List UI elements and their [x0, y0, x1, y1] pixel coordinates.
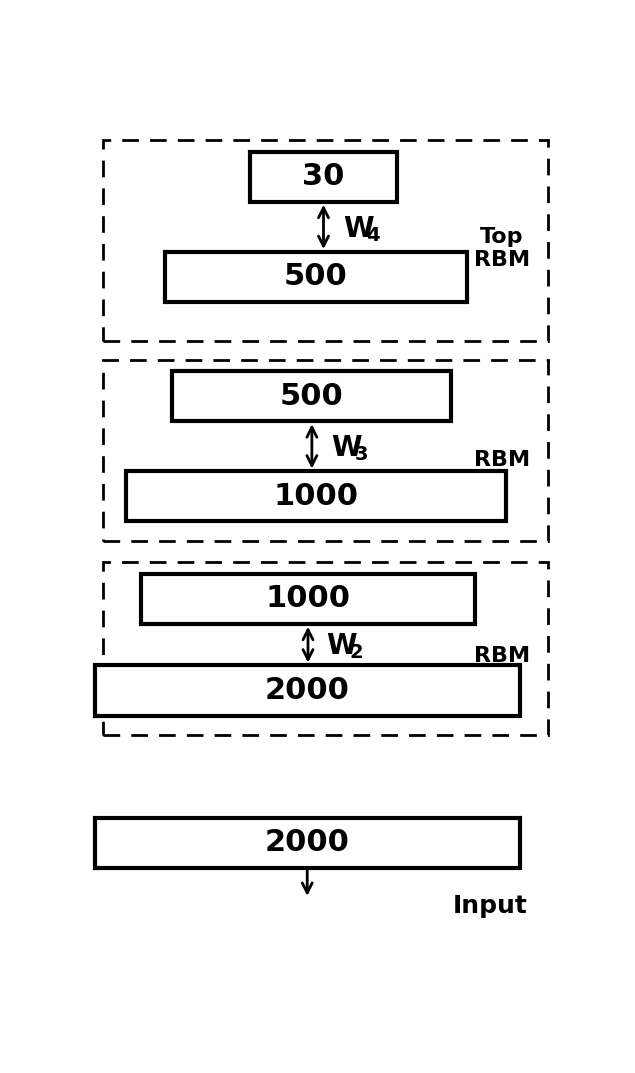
Bar: [103, 359, 548, 541]
Text: 500: 500: [284, 263, 347, 292]
Bar: [172, 371, 451, 422]
Text: 3: 3: [355, 445, 368, 465]
Text: 4: 4: [366, 226, 380, 245]
Text: 1000: 1000: [273, 482, 358, 511]
Bar: [103, 141, 548, 340]
Text: 2: 2: [349, 644, 363, 662]
Text: RBM: RBM: [474, 646, 530, 666]
Bar: [126, 471, 505, 521]
Bar: [103, 561, 548, 735]
Text: 2000: 2000: [265, 828, 350, 857]
Bar: [95, 665, 519, 716]
Text: W: W: [331, 435, 362, 462]
Text: W: W: [343, 215, 373, 242]
Bar: [142, 574, 474, 623]
Bar: [95, 818, 519, 868]
Text: RBM: RBM: [474, 450, 530, 470]
Text: W: W: [326, 632, 356, 660]
Text: Input: Input: [453, 895, 528, 918]
Text: 30: 30: [302, 162, 345, 191]
Text: 2000: 2000: [265, 676, 350, 705]
Text: 1000: 1000: [265, 585, 351, 614]
Text: 500: 500: [280, 382, 344, 411]
Text: Top
RBM: Top RBM: [474, 226, 530, 269]
Bar: [164, 252, 467, 302]
Bar: [250, 152, 397, 202]
